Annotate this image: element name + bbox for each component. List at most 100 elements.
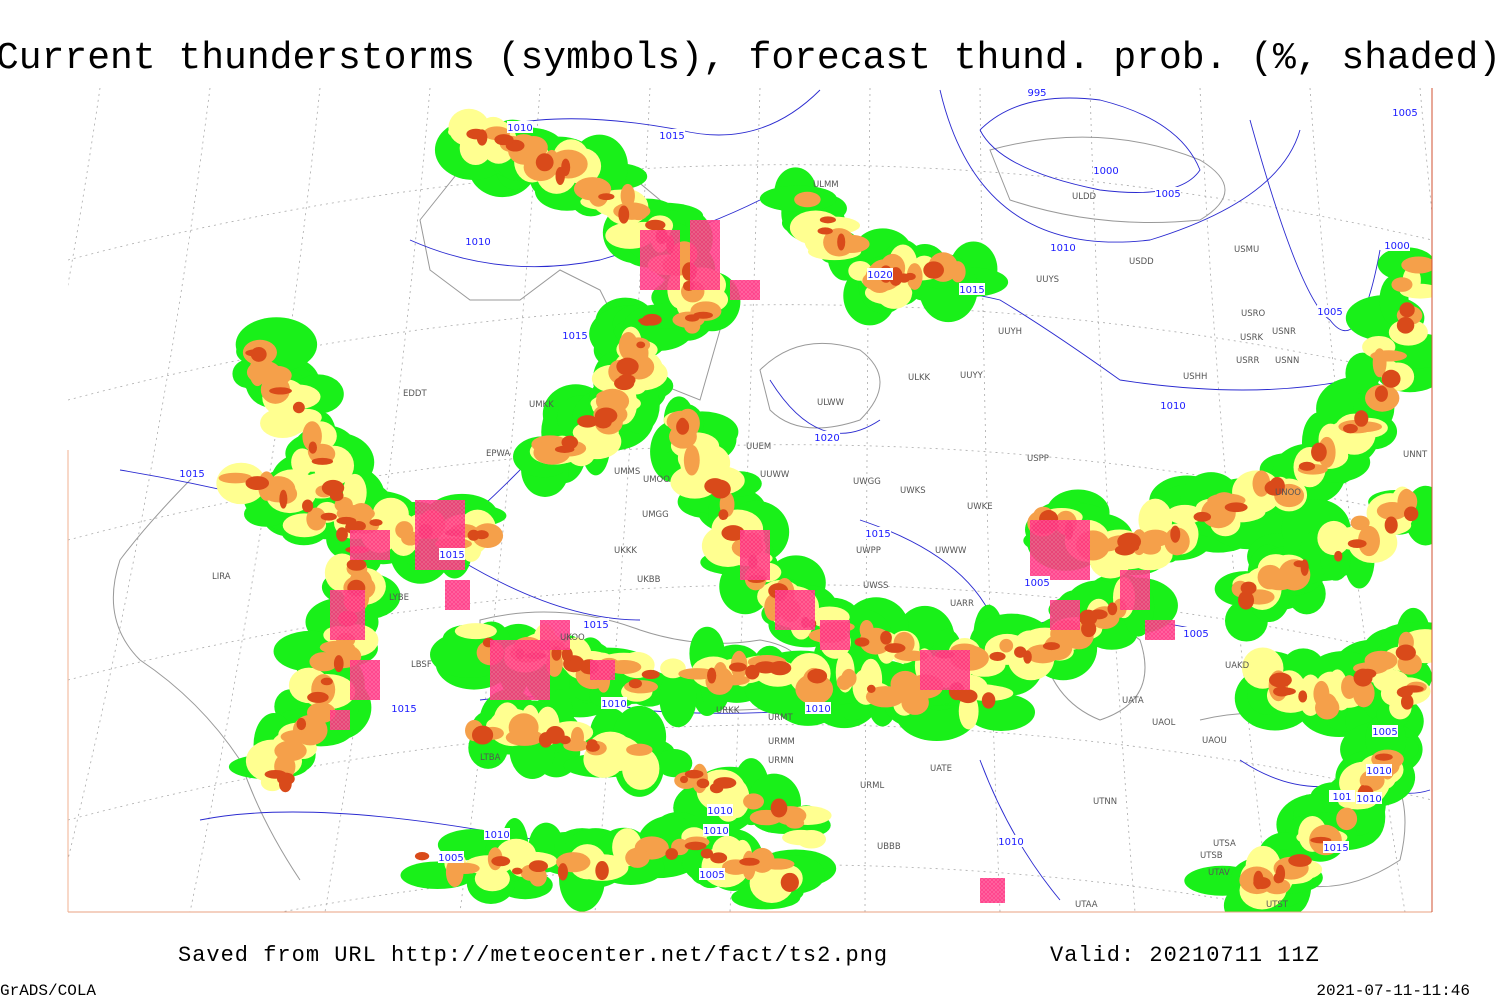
isobar-label-bg xyxy=(1155,187,1181,199)
station-label: UUYS xyxy=(1036,275,1059,285)
probability-shading xyxy=(1374,385,1388,402)
isobar-label: 1010 xyxy=(465,237,490,248)
probability-shading xyxy=(594,407,618,424)
isobar-label-bg xyxy=(438,851,464,863)
probability-shading xyxy=(563,739,589,752)
probability-shading xyxy=(884,643,906,653)
probability-shading xyxy=(1352,679,1375,708)
probability-shading xyxy=(645,219,666,231)
probability-shading xyxy=(841,668,857,688)
station-label: UNOO xyxy=(1275,488,1301,498)
isobar-label-bg xyxy=(867,268,893,280)
probability-shading xyxy=(1395,644,1416,661)
meridian xyxy=(459,88,541,912)
isobar xyxy=(769,379,881,434)
isobar-label: 101 xyxy=(1332,792,1351,803)
station-label: UNNT xyxy=(1403,450,1428,460)
isobar-label: 1020 xyxy=(867,270,892,281)
probability-shading xyxy=(957,691,972,703)
probability-shading xyxy=(817,227,833,235)
probability-shading xyxy=(561,435,579,450)
probability-shading xyxy=(466,128,486,140)
isobar-label-bg xyxy=(1323,841,1349,853)
isobar-label: 1015 xyxy=(659,131,684,142)
station-label: UWGG xyxy=(853,477,881,487)
station-label: UUWW xyxy=(760,470,790,480)
isobar-label-bg xyxy=(1093,164,1119,176)
probability-shading xyxy=(595,860,609,881)
probability-shading xyxy=(401,531,420,546)
probability-shading xyxy=(617,374,636,387)
probability-shading xyxy=(1354,410,1369,427)
isobar-label-bg xyxy=(583,618,609,630)
probability-shading xyxy=(819,216,836,224)
station-label: URKK xyxy=(716,706,740,716)
probability-shading xyxy=(1384,516,1398,534)
probability-shading xyxy=(319,640,356,654)
station-label: LBSF xyxy=(411,660,432,670)
station-label: USNN xyxy=(1275,356,1299,366)
isobar-label: 1005 xyxy=(1392,108,1417,119)
probability-shading xyxy=(739,857,760,866)
isobar xyxy=(979,759,1061,901)
isobar-label-bg xyxy=(1317,305,1343,317)
probability-shading xyxy=(743,793,764,810)
thunderstorm-symbol xyxy=(640,230,680,290)
station-label: UMGG xyxy=(642,510,669,520)
isobar-label: 1005 xyxy=(699,870,724,881)
isobar-label: 1015 xyxy=(959,285,984,296)
probability-shading xyxy=(1350,515,1370,531)
thunderstorm-symbol xyxy=(350,660,380,700)
station-label: UTAV xyxy=(1208,868,1230,878)
station-label: UKBB xyxy=(637,575,661,585)
coastline xyxy=(989,136,1226,223)
map xyxy=(68,88,1432,912)
probability-shading xyxy=(1376,502,1408,520)
probability-shading xyxy=(329,490,344,502)
probability-shading xyxy=(1268,672,1292,688)
probability-shading xyxy=(704,478,726,495)
probability-shading xyxy=(628,678,642,689)
probability-shading xyxy=(641,669,660,680)
isobar-label-bg xyxy=(1183,627,1209,639)
probability-shading xyxy=(620,183,635,208)
thunderstorm-symbol xyxy=(980,878,1005,903)
station-label: UATE xyxy=(930,764,952,774)
probability-shading xyxy=(618,205,630,224)
probability-shading xyxy=(494,134,514,146)
probability-shading xyxy=(1140,540,1162,555)
probability-shading xyxy=(854,637,870,647)
probability-shading xyxy=(796,829,827,849)
probability-shading xyxy=(981,692,996,709)
probability-shading xyxy=(754,661,778,674)
station-label: ULMM xyxy=(813,180,839,190)
probability-shading xyxy=(1078,609,1098,627)
probability-shading xyxy=(311,457,334,465)
isobar-label-bg xyxy=(179,467,205,479)
probability-shading xyxy=(1343,423,1358,434)
valid-time: Valid: 20210711 11Z xyxy=(1050,943,1320,968)
probability-shading xyxy=(216,462,266,505)
station-label: USRO xyxy=(1241,309,1266,319)
probability-shading xyxy=(336,527,348,542)
parallel xyxy=(68,724,1432,821)
isobar-label-bg xyxy=(465,235,491,247)
isobar-label-bg xyxy=(1372,725,1398,737)
probability-shading xyxy=(598,193,615,201)
probability-shading xyxy=(700,848,714,859)
isobar-label-bg xyxy=(601,697,627,709)
probability-shading xyxy=(683,444,700,476)
probability-shading xyxy=(1114,544,1135,556)
isobar-label: 1015 xyxy=(583,620,608,631)
probability-shading xyxy=(684,841,707,851)
isobar-label: 1010 xyxy=(1366,766,1391,777)
isobar-label-bg xyxy=(998,835,1024,847)
isobar xyxy=(979,97,1201,193)
probability-shading xyxy=(1170,525,1181,543)
probability-shading xyxy=(1166,504,1204,525)
isobar-label-bg xyxy=(1366,764,1392,776)
probability-shading xyxy=(557,863,568,881)
isobar-label: 1010 xyxy=(1356,794,1381,805)
isobar-label-bg xyxy=(805,702,831,714)
station-label: USHH xyxy=(1183,372,1207,382)
